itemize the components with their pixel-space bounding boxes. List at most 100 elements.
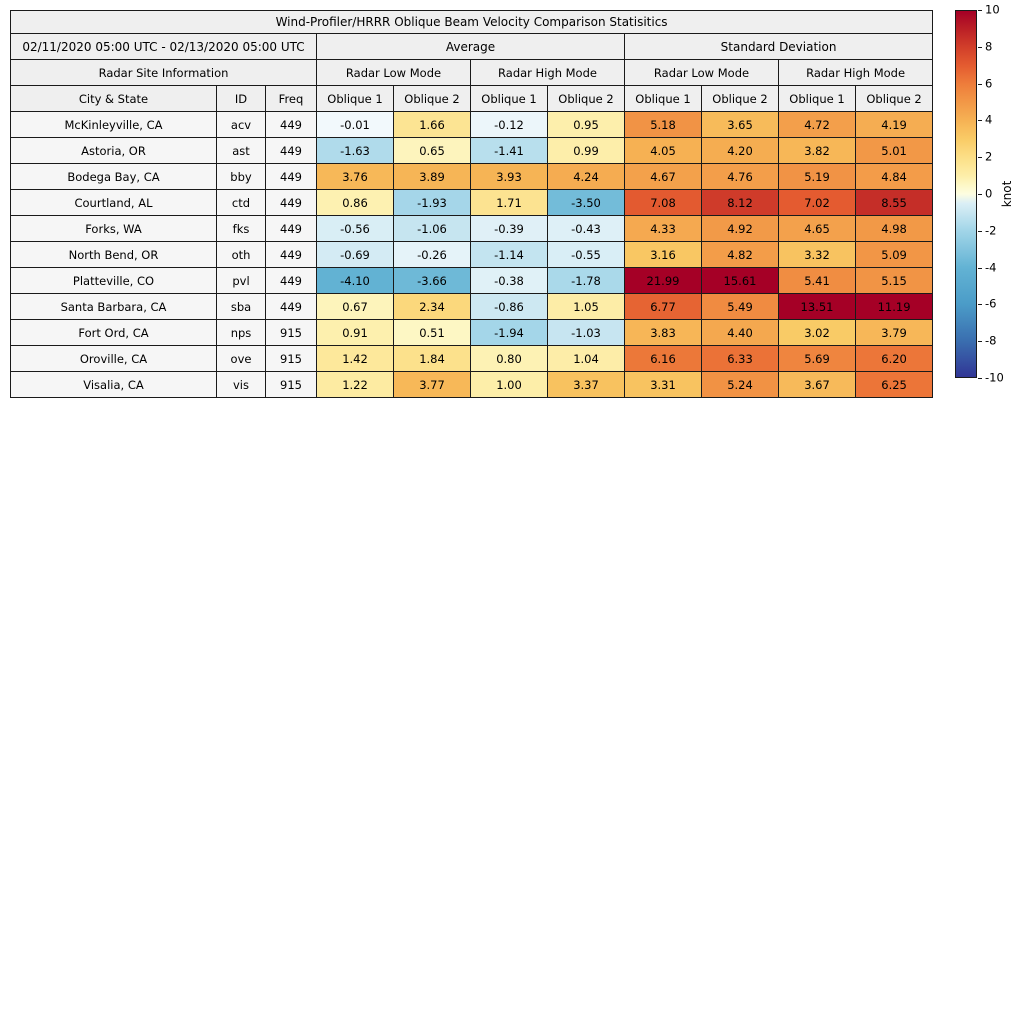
colorbar-tick-mark (978, 83, 982, 85)
avg-high-mode-header: Radar High Mode (470, 59, 625, 86)
value-cell: 4.05 (624, 137, 702, 164)
value-cell: -0.38 (470, 267, 548, 294)
value-cell: 0.99 (547, 137, 625, 164)
colorbar-tick-mark (978, 267, 982, 269)
id-cell: ove (216, 345, 266, 372)
value-cell: 11.19 (854, 293, 934, 320)
value-cell: 1.84 (393, 345, 471, 372)
column-header-row: City & State ID Freq Oblique 1 Oblique 2… (10, 85, 934, 112)
value-cell: -0.69 (316, 241, 394, 268)
value-cell: -1.94 (470, 319, 548, 346)
value-cell: 1.22 (316, 371, 394, 398)
colorbar-tick-mark (978, 378, 982, 379)
value-cell: 21.99 (624, 267, 702, 294)
colorbar-tick-label: -10 (985, 370, 1004, 385)
value-cell: 4.84 (854, 163, 934, 190)
city-cell: Fort Ord, CA (10, 319, 217, 346)
value-cell: 3.83 (624, 319, 702, 346)
value-cell: 0.91 (316, 319, 394, 346)
value-cell: 4.24 (547, 163, 625, 190)
colorbar-tick-label: 8 (985, 39, 993, 54)
freq-cell: 449 (265, 163, 317, 190)
colorbar-tick-label: 2 (985, 149, 993, 164)
value-cell: 3.89 (393, 163, 471, 190)
value-cell: 13.51 (778, 293, 856, 320)
id-cell: oth (216, 241, 266, 268)
value-cell: 0.80 (470, 345, 548, 372)
colorbar-tick-label: 6 (985, 75, 993, 90)
value-cell: 4.19 (854, 111, 934, 138)
site-info-header: Radar Site Information (10, 59, 317, 86)
oblique1-header: Oblique 1 (624, 85, 702, 112)
value-cell: -0.43 (547, 215, 625, 242)
freq-cell: 449 (265, 241, 317, 268)
value-cell: 1.04 (547, 345, 625, 372)
colorbar-tick-mark (978, 157, 982, 159)
city-cell: Astoria, OR (10, 137, 217, 164)
value-cell: -1.06 (393, 215, 471, 242)
value-cell: 6.25 (854, 371, 934, 398)
value-cell: -1.63 (316, 137, 394, 164)
colorbar (955, 10, 977, 378)
freq-cell: 449 (265, 293, 317, 320)
table-row: Forks, WA fks 449 -0.56 -1.06 -0.39 -0.43 4.33 4… (10, 215, 934, 242)
city-state-header: City & State (10, 85, 217, 112)
city-cell: Oroville, CA (10, 345, 217, 372)
value-cell: 4.72 (778, 111, 856, 138)
value-cell: 5.19 (778, 163, 856, 190)
value-cell: 1.66 (393, 111, 471, 138)
colorbar-tick-mark (978, 120, 982, 122)
value-cell: -0.12 (470, 111, 548, 138)
freq-cell: 915 (265, 319, 317, 346)
colorbar-tick-mark (978, 46, 982, 48)
table-row: Courtland, AL ctd 449 0.86 -1.93 1.71 -3.50 7.0… (10, 189, 934, 216)
colorbar-tick-label: -6 (985, 296, 997, 311)
freq-cell: 449 (265, 189, 317, 216)
id-cell: pvl (216, 267, 266, 294)
city-cell: Courtland, AL (10, 189, 217, 216)
group-header-row: 02/11/2020 05:00 UTC - 02/13/2020 05:00 … (10, 33, 934, 60)
value-cell: 3.67 (778, 371, 856, 398)
value-cell: 3.65 (701, 111, 779, 138)
table-row: Platteville, CO pvl 449 -4.10 -3.66 -0.38 -1.7… (10, 267, 934, 294)
freq-cell: 449 (265, 215, 317, 242)
group-std-header: Standard Deviation (623, 33, 934, 60)
value-cell: 4.98 (854, 215, 934, 242)
value-cell: 0.95 (547, 111, 625, 138)
value-cell: 1.05 (547, 293, 625, 320)
value-cell: 7.02 (778, 189, 856, 216)
id-cell: sba (216, 293, 266, 320)
oblique2-header: Oblique 2 (547, 85, 625, 112)
value-cell: 1.42 (316, 345, 394, 372)
value-cell: 3.79 (854, 319, 934, 346)
table-row: McKinleyville, CA acv 449 -0.01 1.66 -0.12 0.9… (10, 111, 934, 138)
value-cell: 4.65 (778, 215, 856, 242)
value-cell: -0.86 (470, 293, 548, 320)
value-cell: -0.55 (547, 241, 625, 268)
stats-table: Wind-Profiler/HRRR Oblique Beam Velocity… (9, 10, 934, 398)
colorbar-tick-label: -2 (985, 223, 997, 238)
freq-cell: 915 (265, 371, 317, 398)
value-cell: -1.14 (470, 241, 548, 268)
value-cell: 5.01 (854, 137, 934, 164)
colorbar-tick-label: 0 (985, 186, 993, 201)
value-cell: -0.01 (316, 111, 394, 138)
value-cell: 5.41 (778, 267, 856, 294)
table-row: Astoria, OR ast 449 -1.63 0.65 -1.41 0.99 4.05 4… (10, 137, 934, 164)
id-cell: vis (216, 371, 266, 398)
oblique2-header: Oblique 2 (701, 85, 779, 112)
value-cell: -4.10 (316, 267, 394, 294)
city-cell: Santa Barbara, CA (10, 293, 217, 320)
value-cell: -3.50 (547, 189, 625, 216)
std-low-mode-header: Radar Low Mode (624, 59, 779, 86)
table-row: Fort Ord, CA nps 915 0.91 0.51 -1.94 -1.03 3.83… (10, 319, 934, 346)
value-cell: 4.33 (624, 215, 702, 242)
mode-header-row: Radar Site Information Radar Low Mode Ra… (10, 59, 934, 86)
id-cell: nps (216, 319, 266, 346)
oblique1-header: Oblique 1 (316, 85, 394, 112)
value-cell: 5.09 (854, 241, 934, 268)
id-header: ID (216, 85, 266, 112)
table-row: Oroville, CA ove 915 1.42 1.84 0.80 1.04 6.16 6.… (10, 345, 934, 372)
value-cell: -1.78 (547, 267, 625, 294)
